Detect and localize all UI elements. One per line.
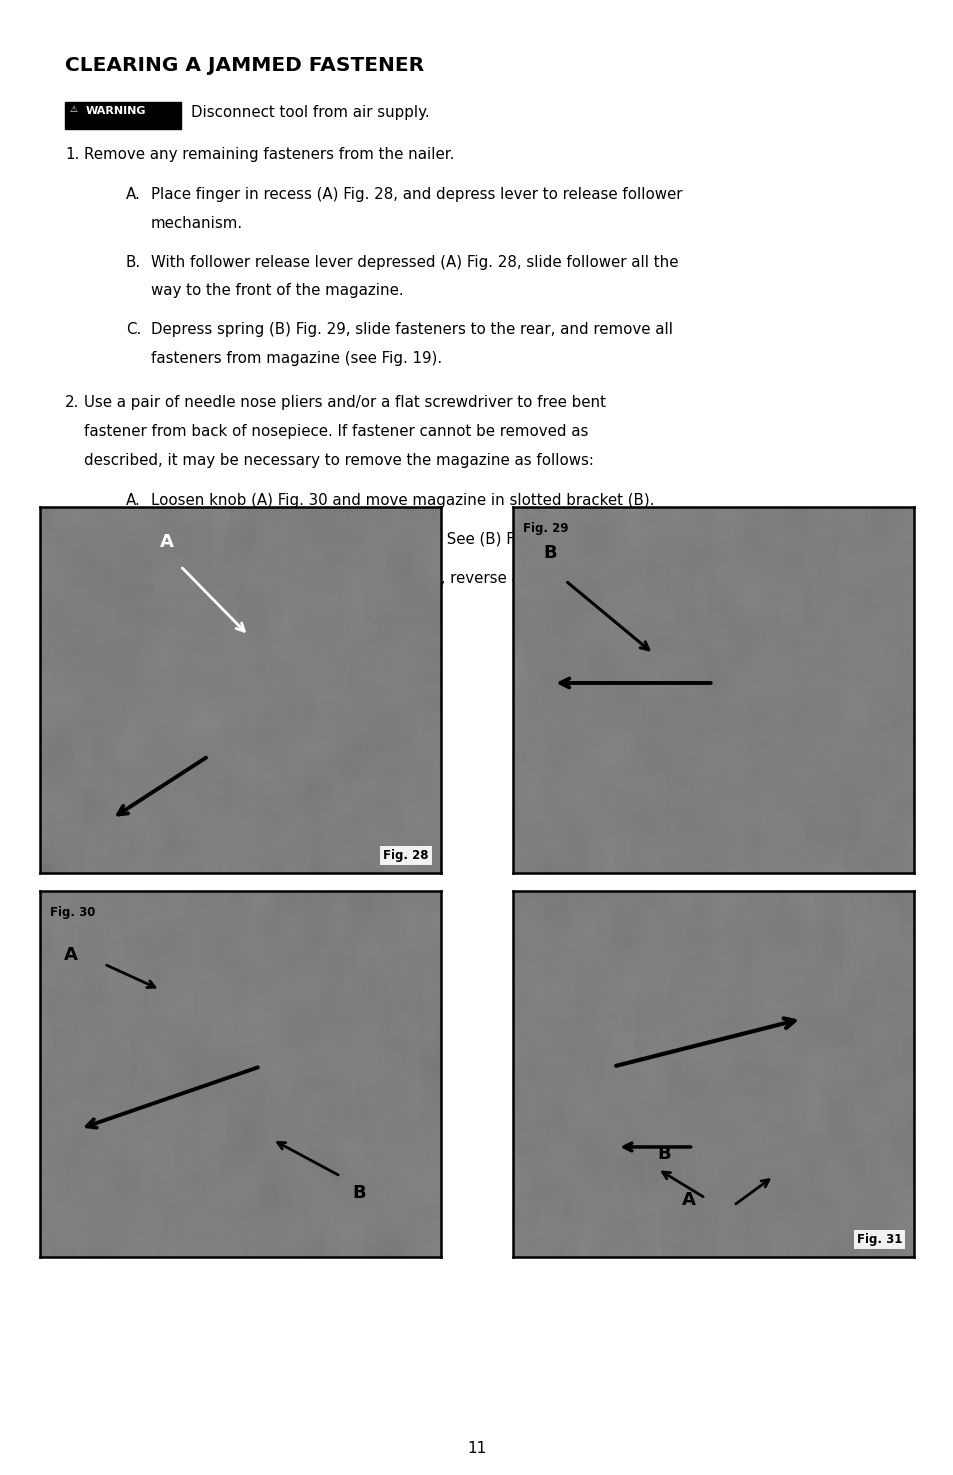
Text: Fig. 29: Fig. 29 xyxy=(522,522,568,535)
Text: described, it may be necessary to remove the magazine as follows:: described, it may be necessary to remove… xyxy=(84,453,593,468)
Text: CLEARING A JAMMED FASTENER: CLEARING A JAMMED FASTENER xyxy=(65,56,423,75)
Text: 11: 11 xyxy=(467,1441,486,1456)
Text: way to the front of the magazine.: way to the front of the magazine. xyxy=(151,283,403,298)
Text: reassemble.: reassemble. xyxy=(151,600,242,615)
Text: Slide magazine back, off of nosepiece. See (B) Fig. 31.: Slide magazine back, off of nosepiece. S… xyxy=(151,532,560,547)
Text: fasteners from magazine (see Fig. 19).: fasteners from magazine (see Fig. 19). xyxy=(151,351,441,366)
Text: Fig. 30: Fig. 30 xyxy=(50,906,95,919)
Text: A: A xyxy=(680,1190,695,1210)
Text: Fig. 28: Fig. 28 xyxy=(383,850,428,863)
Text: With follower release lever depressed (A) Fig. 28, slide follower all the: With follower release lever depressed (A… xyxy=(151,255,678,270)
Text: Place finger in recess (A) Fig. 28, and depress lever to release follower: Place finger in recess (A) Fig. 28, and … xyxy=(151,187,681,202)
Text: fastener from back of nosepiece. If fastener cannot be removed as: fastener from back of nosepiece. If fast… xyxy=(84,425,588,440)
Text: WARNING: WARNING xyxy=(86,106,146,117)
Text: 1.: 1. xyxy=(65,146,79,162)
Text: ⚠: ⚠ xyxy=(70,105,78,114)
Text: A: A xyxy=(64,945,78,963)
Text: Depress spring (B) Fig. 29, slide fasteners to the rear, and remove all: Depress spring (B) Fig. 29, slide fasten… xyxy=(151,322,672,338)
Text: Use a pair of needle nose pliers and/or a flat screwdriver to free bent: Use a pair of needle nose pliers and/or … xyxy=(84,395,605,410)
Text: Disconnect tool from air supply.: Disconnect tool from air supply. xyxy=(191,105,429,119)
FancyBboxPatch shape xyxy=(65,102,181,130)
Text: Remove any remaining fasteners from the nailer.: Remove any remaining fasteners from the … xyxy=(84,146,454,162)
Text: B: B xyxy=(353,1183,366,1202)
Text: A.: A. xyxy=(126,187,140,202)
Text: B: B xyxy=(543,544,557,562)
Text: B.: B. xyxy=(126,255,141,270)
Text: C.: C. xyxy=(126,571,141,586)
Text: A: A xyxy=(160,532,174,552)
Text: 2.: 2. xyxy=(65,395,79,410)
Text: A.: A. xyxy=(126,493,140,509)
Text: mechanism.: mechanism. xyxy=(151,215,243,230)
Text: Fig. 31: Fig. 31 xyxy=(856,1233,901,1246)
Text: C.: C. xyxy=(126,322,141,338)
Text: Loosen knob (A) Fig. 30 and move magazine in slotted bracket (B).: Loosen knob (A) Fig. 30 and move magazin… xyxy=(151,493,654,509)
Text: B.: B. xyxy=(126,532,141,547)
Text: After clearing bent fastener (A) Fig. 31, reverse above steps to: After clearing bent fastener (A) Fig. 31… xyxy=(151,571,622,586)
Text: B: B xyxy=(657,1145,670,1164)
